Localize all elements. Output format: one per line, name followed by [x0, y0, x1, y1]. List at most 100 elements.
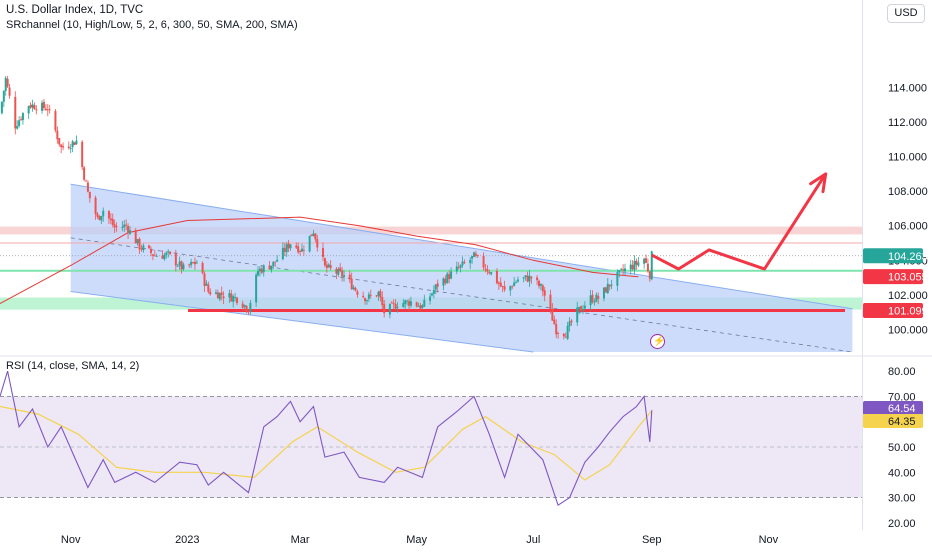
- candle-body: [222, 296, 225, 299]
- candle-body: [436, 283, 439, 287]
- currency-button[interactable]: USD: [887, 4, 925, 23]
- candle-body: [322, 248, 325, 257]
- candle: [195, 259, 198, 264]
- candle: [155, 253, 158, 257]
- candle-body: [461, 261, 464, 266]
- candle: [163, 252, 166, 261]
- candle: [501, 285, 504, 293]
- candle-body: [102, 210, 105, 217]
- rsi-tick-label: 20.00: [888, 518, 916, 530]
- candle: [406, 299, 409, 306]
- candle-body: [94, 197, 97, 215]
- candle-body: [390, 302, 393, 304]
- candle-body: [383, 304, 386, 314]
- candle-body: [325, 264, 328, 269]
- candle-body: [285, 244, 288, 253]
- candle: [193, 257, 196, 270]
- x-tick-label: Sep: [642, 534, 662, 546]
- candle: [260, 266, 263, 275]
- candle-body: [595, 294, 598, 302]
- price-tick-label: 112.000: [888, 117, 927, 129]
- candle: [551, 303, 554, 321]
- candle: [270, 265, 273, 273]
- candle-body: [434, 284, 437, 290]
- candle-body: [218, 292, 221, 300]
- candle: [495, 268, 498, 285]
- rsi-badge: [863, 414, 923, 428]
- projection-arrow-head: [809, 172, 828, 194]
- candle: [180, 260, 183, 274]
- candle: [62, 142, 65, 151]
- candle: [216, 289, 219, 299]
- candle: [421, 304, 424, 309]
- candle: [6, 75, 9, 88]
- candle: [165, 251, 168, 259]
- candle: [234, 292, 237, 302]
- candle-body: [249, 302, 252, 312]
- candle-body: [515, 281, 518, 283]
- price-badge: [863, 269, 923, 285]
- candle-body: [167, 251, 170, 253]
- candle: [228, 289, 231, 303]
- candle-body: [543, 290, 546, 296]
- candle: [142, 243, 145, 253]
- candle: [620, 267, 623, 271]
- candle: [85, 179, 88, 182]
- candle: [21, 112, 24, 125]
- candle: [568, 317, 571, 332]
- candle-body: [300, 248, 303, 252]
- candle: [341, 267, 344, 282]
- candle: [516, 276, 519, 283]
- candle-body: [195, 262, 198, 264]
- candle: [476, 254, 479, 258]
- candle-body: [128, 230, 131, 234]
- candle-body: [650, 251, 653, 280]
- candle: [247, 310, 250, 315]
- candle-body: [138, 238, 141, 250]
- candle: [429, 293, 432, 305]
- candle-body: [457, 267, 460, 269]
- candle-body: [375, 295, 378, 297]
- candle-body: [316, 239, 319, 248]
- channel-fill: [70, 184, 853, 352]
- candle: [69, 143, 72, 154]
- candle: [396, 302, 399, 313]
- candles: [0, 75, 653, 341]
- candle: [446, 271, 449, 284]
- candle: [511, 285, 514, 290]
- candle-body: [396, 307, 399, 308]
- candle: [354, 286, 357, 292]
- candle-body: [44, 108, 47, 111]
- x-tick-label: Jul: [526, 534, 540, 546]
- candle-body: [153, 255, 156, 257]
- candle: [102, 207, 105, 222]
- candle-body: [516, 279, 519, 282]
- candle-body: [388, 303, 391, 315]
- candle-body: [365, 300, 368, 302]
- lightning-bolt-icon[interactable]: ⚡: [650, 334, 665, 349]
- candle-body: [581, 309, 584, 311]
- candle: [18, 116, 21, 128]
- candle: [48, 104, 51, 114]
- candle: [138, 237, 141, 254]
- price-tick-label: 108.000: [888, 186, 928, 198]
- candle: [299, 249, 302, 256]
- candle-body: [623, 268, 626, 272]
- candle: [302, 245, 305, 256]
- x-tick-label: Nov: [61, 534, 81, 546]
- rsi-tick-label: 80.00: [888, 366, 916, 378]
- candle: [121, 220, 124, 232]
- candle: [310, 234, 313, 237]
- candle: [111, 213, 114, 228]
- candle-body: [513, 282, 516, 287]
- candle: [31, 99, 34, 112]
- candle-body: [121, 226, 124, 228]
- candle: [423, 294, 426, 308]
- candle-body: [473, 252, 476, 257]
- candle: [207, 281, 210, 294]
- candle: [8, 84, 11, 99]
- candle: [645, 254, 648, 264]
- candle: [388, 303, 391, 319]
